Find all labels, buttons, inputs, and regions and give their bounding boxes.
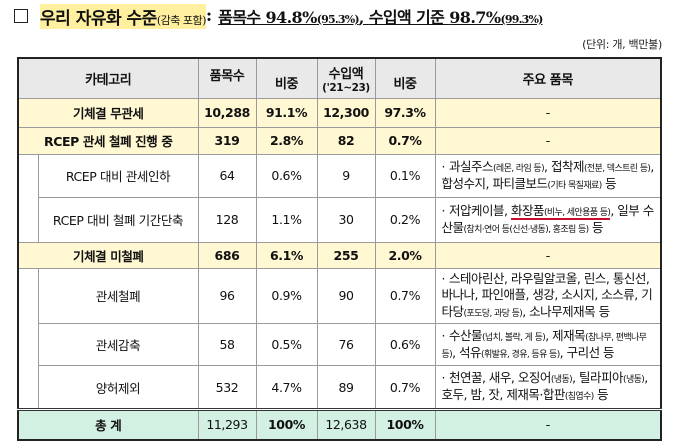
table-row: 기체결 무관세 10,288 91.1% 12,300 97.3% -: [17, 97, 662, 128]
header-import-share: 비중: [374, 57, 436, 99]
row-category: 관세감축: [37, 323, 199, 367]
row-import-value: 12,300: [316, 97, 376, 128]
header-item-share: 비중: [255, 57, 318, 99]
row-import-share: 0.7%: [374, 365, 436, 411]
row-item-share: 0.6%: [255, 153, 318, 198]
row-category: 관세철폐: [37, 267, 199, 325]
row-category: RCEP 대비 관세인하: [37, 153, 199, 198]
table-row: 관세감축 58 0.5% 76 0.6% · 수산물(넙치, 볼락, 게 등), …: [18, 323, 662, 367]
header-category: 카테고리: [17, 57, 199, 99]
row-import-share: 0.7%: [374, 267, 436, 325]
table-row: 양허제외 532 4.7% 89 0.7% · 천연꿀, 새우, 오징어(냉동),…: [18, 365, 662, 411]
row-import-share: 0.1%: [374, 153, 436, 198]
row-item-share: 0.5%: [255, 323, 318, 367]
row-item-share: 4.7%: [255, 365, 318, 411]
total-import-share: 100%: [374, 409, 436, 441]
row-item-count: 686: [197, 241, 257, 269]
liberalization-table: 카테고리 품목수 비중 수입액 ('21~23) 비중 주요 품목 기체결 무관세…: [17, 57, 662, 441]
row-import-value: 90: [316, 267, 376, 325]
table-row: RCEP 관세 철폐 진행 중 319 2.8% 82 0.7% -: [17, 126, 662, 155]
indent-spacer: [17, 154, 39, 242]
row-import-value: 82: [316, 126, 376, 155]
row-item-count: 532: [197, 365, 257, 411]
total-item-share: 100%: [255, 409, 318, 441]
row-item-share: 1.1%: [255, 196, 318, 243]
title-colon: :: [205, 6, 213, 26]
row-main-items: · 저압케이블, 화장품(비누, 세안용품 등), 일부 수산물(참치·연어 등(…: [434, 196, 662, 243]
row-item-share: 2.8%: [255, 126, 318, 155]
row-main-items: -: [434, 126, 662, 155]
row-import-share: 2.0%: [374, 241, 436, 269]
row-main-items: -: [434, 241, 662, 269]
header-item-count: 품목수: [197, 57, 257, 99]
table-row: 관세철폐 96 0.9% 90 0.7% · 스테아린산, 라우릴알코올, 린스,…: [17, 267, 662, 410]
row-item-count: 58: [197, 323, 257, 367]
total-item-count: 11,293: [197, 409, 257, 441]
table-row: 기체결 미철폐 686 6.1% 255 2.0% -: [17, 241, 662, 269]
title-main: 우리 자유화 수준(감축 포함): [40, 3, 207, 29]
indent-spacer: [17, 268, 39, 410]
row-main-items: -: [434, 97, 662, 128]
row-main-items: · 스테아린산, 라우릴알코올, 린스, 통신선, 바나나, 파인애플, 생강, …: [434, 267, 662, 325]
table-row: RCEP 대비 관세인하 64 0.6% 9 0.1% · 과실주스(레몬, 라임…: [17, 153, 662, 242]
title-sub: (감축 포함): [156, 13, 207, 27]
row-main-items: · 수산물(넙치, 볼락, 게 등), 제재목(참나무, 편백나무 등), 석유(…: [434, 323, 662, 367]
row-main-items: · 천연꿀, 새우, 오징어(냉동), 틸라피아(냉동), 호두, 밤, 잣, 제…: [434, 365, 662, 411]
row-item-count: 10,288: [197, 97, 257, 128]
row-import-value: 89: [316, 365, 376, 411]
total-import-value: 12,638: [316, 409, 376, 441]
row-item-share: 91.1%: [255, 97, 318, 128]
total-main-items: -: [434, 409, 662, 441]
row-main-items: · 과실주스(레몬, 라임 등), 접착제(전분, 덱스트린 등), 합성수지, …: [434, 153, 662, 198]
total-category: 총 계: [17, 409, 199, 441]
table-header-row: 카테고리 품목수 비중 수입액 ('21~23) 비중 주요 품목: [17, 57, 662, 99]
row-item-share: 6.1%: [255, 241, 318, 269]
row-import-share: 0.2%: [374, 196, 436, 243]
section-title: 우리 자유화 수준(감축 포함) : 품목수 94.8%(95.3%), 수입액…: [14, 3, 543, 29]
row-category: RCEP 관세 철폐 진행 중: [17, 126, 199, 155]
unit-label: (단위: 개, 백만불): [582, 38, 662, 51]
row-item-count: 128: [197, 196, 257, 243]
row-import-share: 97.3%: [374, 97, 436, 128]
red-annotation-underline: 화장품(비누, 세안용품 등): [510, 202, 611, 220]
row-category: 기체결 미철폐: [17, 241, 199, 269]
row-category: 기체결 무관세: [17, 97, 199, 128]
total-row: 총 계 11,293 100% 12,638 100% -: [17, 409, 662, 441]
row-category: 양허제외: [37, 365, 199, 411]
header-main-items: 주요 품목: [434, 57, 662, 99]
row-item-share: 0.9%: [255, 267, 318, 325]
table-row: RCEP 대비 철폐 기간단축 128 1.1% 30 0.2% · 저압케이블,…: [18, 196, 662, 243]
row-import-value: 76: [316, 323, 376, 367]
row-item-count: 319: [197, 126, 257, 155]
row-import-value: 30: [316, 196, 376, 243]
header-import-value: 수입액 ('21~23): [316, 57, 376, 99]
checkbox-square-icon: [14, 9, 28, 23]
title-stats: 품목수 94.8%(95.3%), 수입액 기준 98.7%(99.3%): [218, 8, 543, 27]
row-item-count: 64: [197, 153, 257, 198]
row-import-share: 0.6%: [374, 323, 436, 367]
row-category: RCEP 대비 철폐 기간단축: [37, 196, 199, 243]
row-import-value: 255: [316, 241, 376, 269]
row-item-count: 96: [197, 267, 257, 325]
row-import-value: 9: [316, 153, 376, 198]
row-import-share: 0.7%: [374, 126, 436, 155]
